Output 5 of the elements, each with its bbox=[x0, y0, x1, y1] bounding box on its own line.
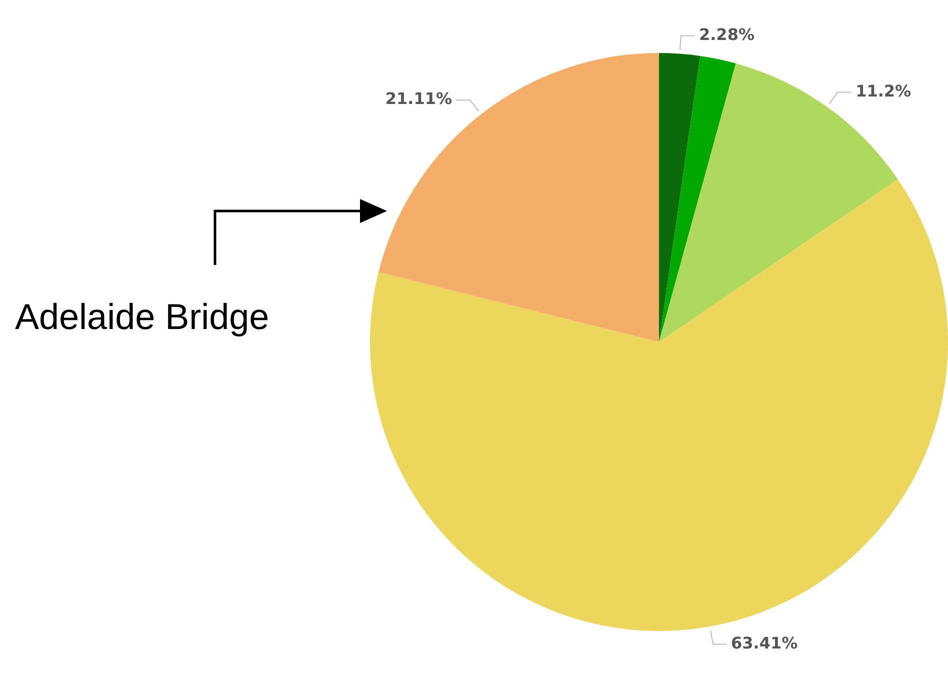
data-label: 21.11% bbox=[385, 89, 452, 108]
data-label: 2.28% bbox=[698, 24, 754, 44]
data-label: 11.2% bbox=[856, 81, 912, 100]
text: Adelaide Bridge bbox=[15, 296, 270, 338]
data-label: 63.41% bbox=[731, 633, 798, 652]
